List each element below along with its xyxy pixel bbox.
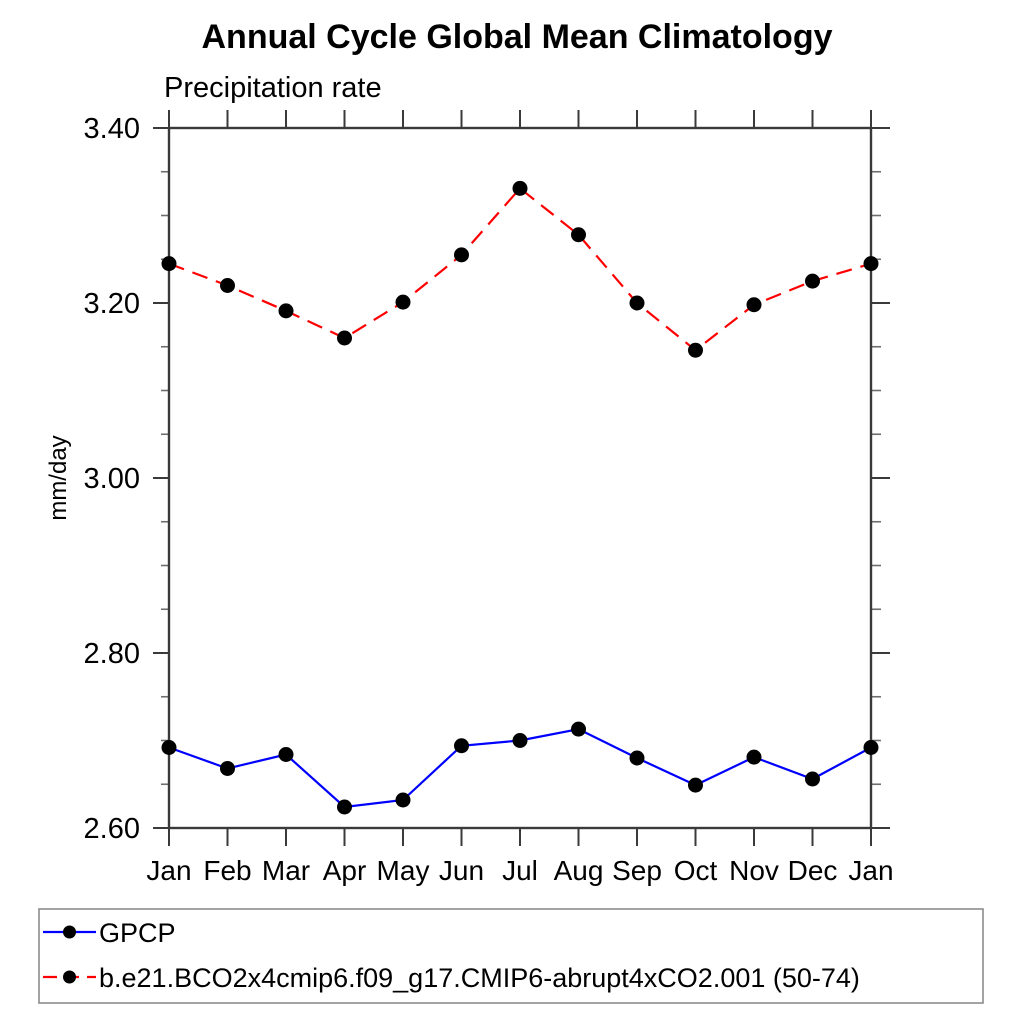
legend-label: GPCP xyxy=(99,918,176,948)
series-line-model xyxy=(168,186,872,352)
x-tick-label: Sep xyxy=(612,855,662,886)
x-tick-label: Feb xyxy=(203,855,251,886)
legend-box xyxy=(38,908,984,1004)
data-point-model xyxy=(278,303,294,319)
x-tick-label: Jul xyxy=(502,855,538,886)
data-point-gpcp xyxy=(688,777,703,793)
data-point-gpcp xyxy=(161,740,177,755)
x-tick-label: Aug xyxy=(554,855,604,886)
data-point-model xyxy=(337,330,352,346)
data-point-gpcp xyxy=(629,750,645,766)
y-tick-label: 3.00 xyxy=(84,463,140,495)
data-point-model xyxy=(454,247,469,263)
x-tick-label: Jan xyxy=(146,855,191,886)
plot-frame-box xyxy=(167,126,873,830)
data-point-gpcp xyxy=(512,733,528,748)
data-point-gpcp xyxy=(220,761,235,776)
data-point-model xyxy=(805,273,820,289)
x-tick-label: Oct xyxy=(674,855,718,886)
data-point-gpcp xyxy=(805,771,820,787)
y-tick-label: 3.40 xyxy=(84,113,140,145)
legend-marker-dot xyxy=(63,970,76,984)
data-point-model xyxy=(571,227,586,243)
y-tick-label: 2.60 xyxy=(84,813,140,845)
x-tick-label: Jan xyxy=(848,855,893,886)
chart-title: Annual Cycle Global Mean Climatology xyxy=(202,18,833,56)
x-tick-label: Nov xyxy=(729,855,779,886)
data-point-gpcp xyxy=(278,747,294,762)
data-point-gpcp xyxy=(746,749,762,765)
data-point-model xyxy=(863,256,879,272)
x-tick-label: Apr xyxy=(323,855,367,886)
data-point-gpcp xyxy=(454,738,469,754)
data-point-model xyxy=(220,278,235,293)
data-point-model xyxy=(512,180,528,196)
data-point-model xyxy=(629,295,645,311)
x-tick-label: Mar xyxy=(262,855,310,886)
data-point-gpcp xyxy=(337,799,352,815)
x-tick-label: May xyxy=(377,855,430,886)
x-tick-label: Jun xyxy=(439,855,484,886)
data-point-model xyxy=(746,297,762,313)
chart-subtitle: Precipitation rate xyxy=(164,72,382,104)
legend-item-model: b.e21.BCO2x4cmip6.f09_g17.CMIP6-abrupt4x… xyxy=(43,963,860,993)
legend: GPCP b.e21.BCO2x4cmip6.f09_g17.CMIP6-abru… xyxy=(38,908,984,1004)
data-point-gpcp xyxy=(571,721,586,737)
legend-marker-dot xyxy=(63,925,76,939)
data-point-gpcp xyxy=(863,740,879,755)
data-point-model xyxy=(395,294,411,310)
y-tick-label: 3.20 xyxy=(84,288,140,320)
legend-label: b.e21.BCO2x4cmip6.f09_g17.CMIP6-abrupt4x… xyxy=(99,963,860,993)
x-tick-label: Dec xyxy=(788,855,838,886)
data-series xyxy=(161,180,879,815)
data-point-gpcp xyxy=(395,792,411,808)
legend-item-gpcp: GPCP xyxy=(43,918,176,948)
data-point-model xyxy=(688,342,703,358)
y-tick-label: 2.80 xyxy=(84,638,140,670)
data-point-model xyxy=(161,256,177,272)
axis-tick-labels: 2.60 2.80 3.00 3.20 3.40 Jan Feb Mar Apr May Jun Ju… xyxy=(84,113,894,886)
y-axis-label: mm/day xyxy=(45,435,72,520)
plot-frame xyxy=(167,126,873,830)
